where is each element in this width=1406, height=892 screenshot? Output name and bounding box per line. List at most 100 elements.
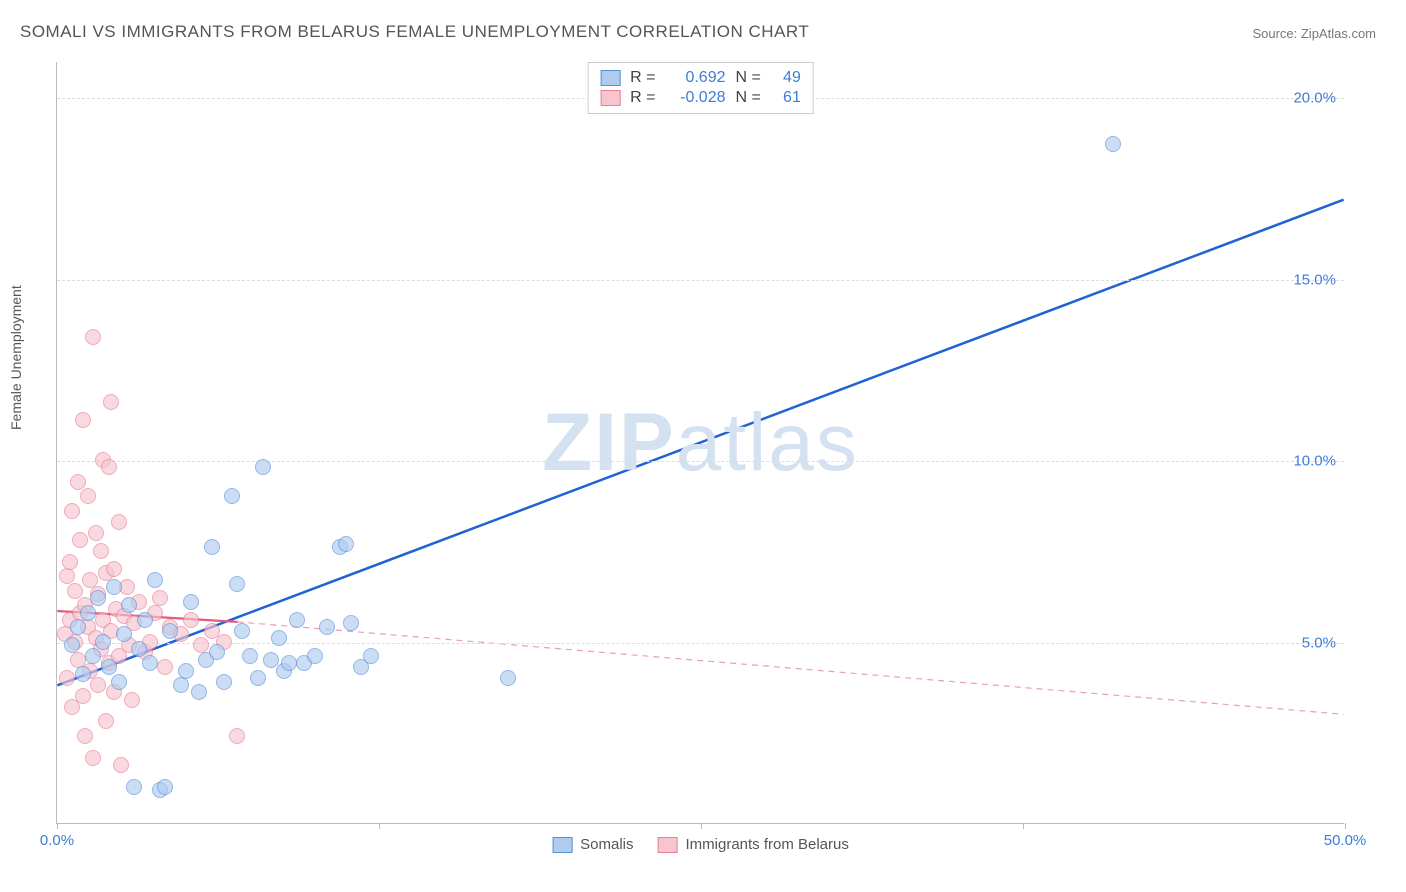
data-point — [59, 670, 75, 686]
data-point — [85, 648, 101, 664]
x-tick-mark — [57, 823, 58, 829]
data-point — [75, 412, 91, 428]
watermark: ZIPatlas — [542, 396, 859, 490]
data-point — [363, 648, 379, 664]
data-point — [82, 572, 98, 588]
data-point — [90, 677, 106, 693]
data-point — [72, 532, 88, 548]
x-tick-label: 50.0% — [1324, 832, 1367, 849]
r-value-belarus: -0.028 — [666, 89, 726, 107]
legend-label: Immigrants from Belarus — [685, 836, 848, 853]
data-point — [307, 648, 323, 664]
data-point — [271, 630, 287, 646]
x-tick-mark — [1345, 823, 1346, 829]
series-legend: Somalis Immigrants from Belarus — [552, 836, 849, 853]
swatch-icon — [657, 837, 677, 853]
y-tick-label: 20.0% — [1293, 90, 1336, 107]
data-point — [178, 663, 194, 679]
data-point — [126, 779, 142, 795]
data-point — [255, 459, 271, 475]
data-point — [85, 329, 101, 345]
data-point — [338, 536, 354, 552]
data-point — [124, 692, 140, 708]
swatch-somalis — [600, 70, 620, 86]
data-point — [183, 594, 199, 610]
x-tick-mark — [379, 823, 380, 829]
data-point — [106, 561, 122, 577]
legend-row-somalis: R = 0.692 N = 49 — [600, 69, 801, 87]
data-point — [106, 579, 122, 595]
data-point — [80, 605, 96, 621]
watermark-light: atlas — [676, 397, 859, 488]
x-tick-mark — [701, 823, 702, 829]
data-point — [93, 543, 109, 559]
data-point — [242, 648, 258, 664]
data-point — [191, 684, 207, 700]
chart-title: SOMALI VS IMMIGRANTS FROM BELARUS FEMALE… — [20, 22, 809, 42]
data-point — [75, 688, 91, 704]
data-point — [343, 615, 359, 631]
data-point — [101, 459, 117, 475]
data-point — [319, 619, 335, 635]
gridline — [57, 643, 1344, 644]
y-tick-label: 10.0% — [1293, 453, 1336, 470]
data-point — [281, 655, 297, 671]
data-point — [183, 612, 199, 628]
y-tick-label: 15.0% — [1293, 271, 1336, 288]
data-point — [62, 554, 78, 570]
data-point — [113, 757, 129, 773]
data-point — [157, 779, 173, 795]
swatch-icon — [552, 837, 572, 853]
gridline — [57, 280, 1344, 281]
data-point — [234, 623, 250, 639]
legend-item-somalis: Somalis — [552, 836, 633, 853]
data-point — [229, 576, 245, 592]
data-point — [224, 488, 240, 504]
data-point — [116, 626, 132, 642]
data-point — [77, 728, 93, 744]
data-point — [70, 474, 86, 490]
data-point — [250, 670, 266, 686]
data-point — [101, 659, 117, 675]
data-point — [229, 728, 245, 744]
data-point — [59, 568, 75, 584]
data-point — [111, 674, 127, 690]
data-point — [64, 637, 80, 653]
correlation-legend: R = 0.692 N = 49 R = -0.028 N = 61 — [587, 62, 814, 114]
data-point — [152, 590, 168, 606]
data-point — [80, 488, 96, 504]
trend-lines — [57, 62, 1344, 823]
gridline — [57, 461, 1344, 462]
data-point — [1105, 136, 1121, 152]
data-point — [64, 503, 80, 519]
y-axis-label: Female Unemployment — [8, 285, 24, 430]
data-point — [103, 394, 119, 410]
watermark-bold: ZIP — [542, 397, 676, 488]
source-attribution: Source: ZipAtlas.com — [1252, 26, 1376, 41]
x-tick-label: 0.0% — [40, 832, 74, 849]
data-point — [209, 644, 225, 660]
data-point — [142, 655, 158, 671]
legend-row-belarus: R = -0.028 N = 61 — [600, 89, 801, 107]
legend-item-belarus: Immigrants from Belarus — [657, 836, 848, 853]
data-point — [216, 674, 232, 690]
data-point — [95, 634, 111, 650]
data-point — [173, 677, 189, 693]
y-tick-label: 5.0% — [1302, 634, 1336, 651]
data-point — [85, 750, 101, 766]
n-value-somalis: 49 — [771, 69, 801, 87]
data-point — [67, 583, 83, 599]
r-value-somalis: 0.692 — [666, 69, 726, 87]
data-point — [204, 539, 220, 555]
data-point — [121, 597, 137, 613]
data-point — [131, 641, 147, 657]
swatch-belarus — [600, 90, 620, 106]
data-point — [137, 612, 153, 628]
data-point — [147, 572, 163, 588]
data-point — [162, 623, 178, 639]
x-tick-mark — [1023, 823, 1024, 829]
data-point — [111, 514, 127, 530]
data-point — [70, 619, 86, 635]
data-point — [98, 713, 114, 729]
data-point — [157, 659, 173, 675]
